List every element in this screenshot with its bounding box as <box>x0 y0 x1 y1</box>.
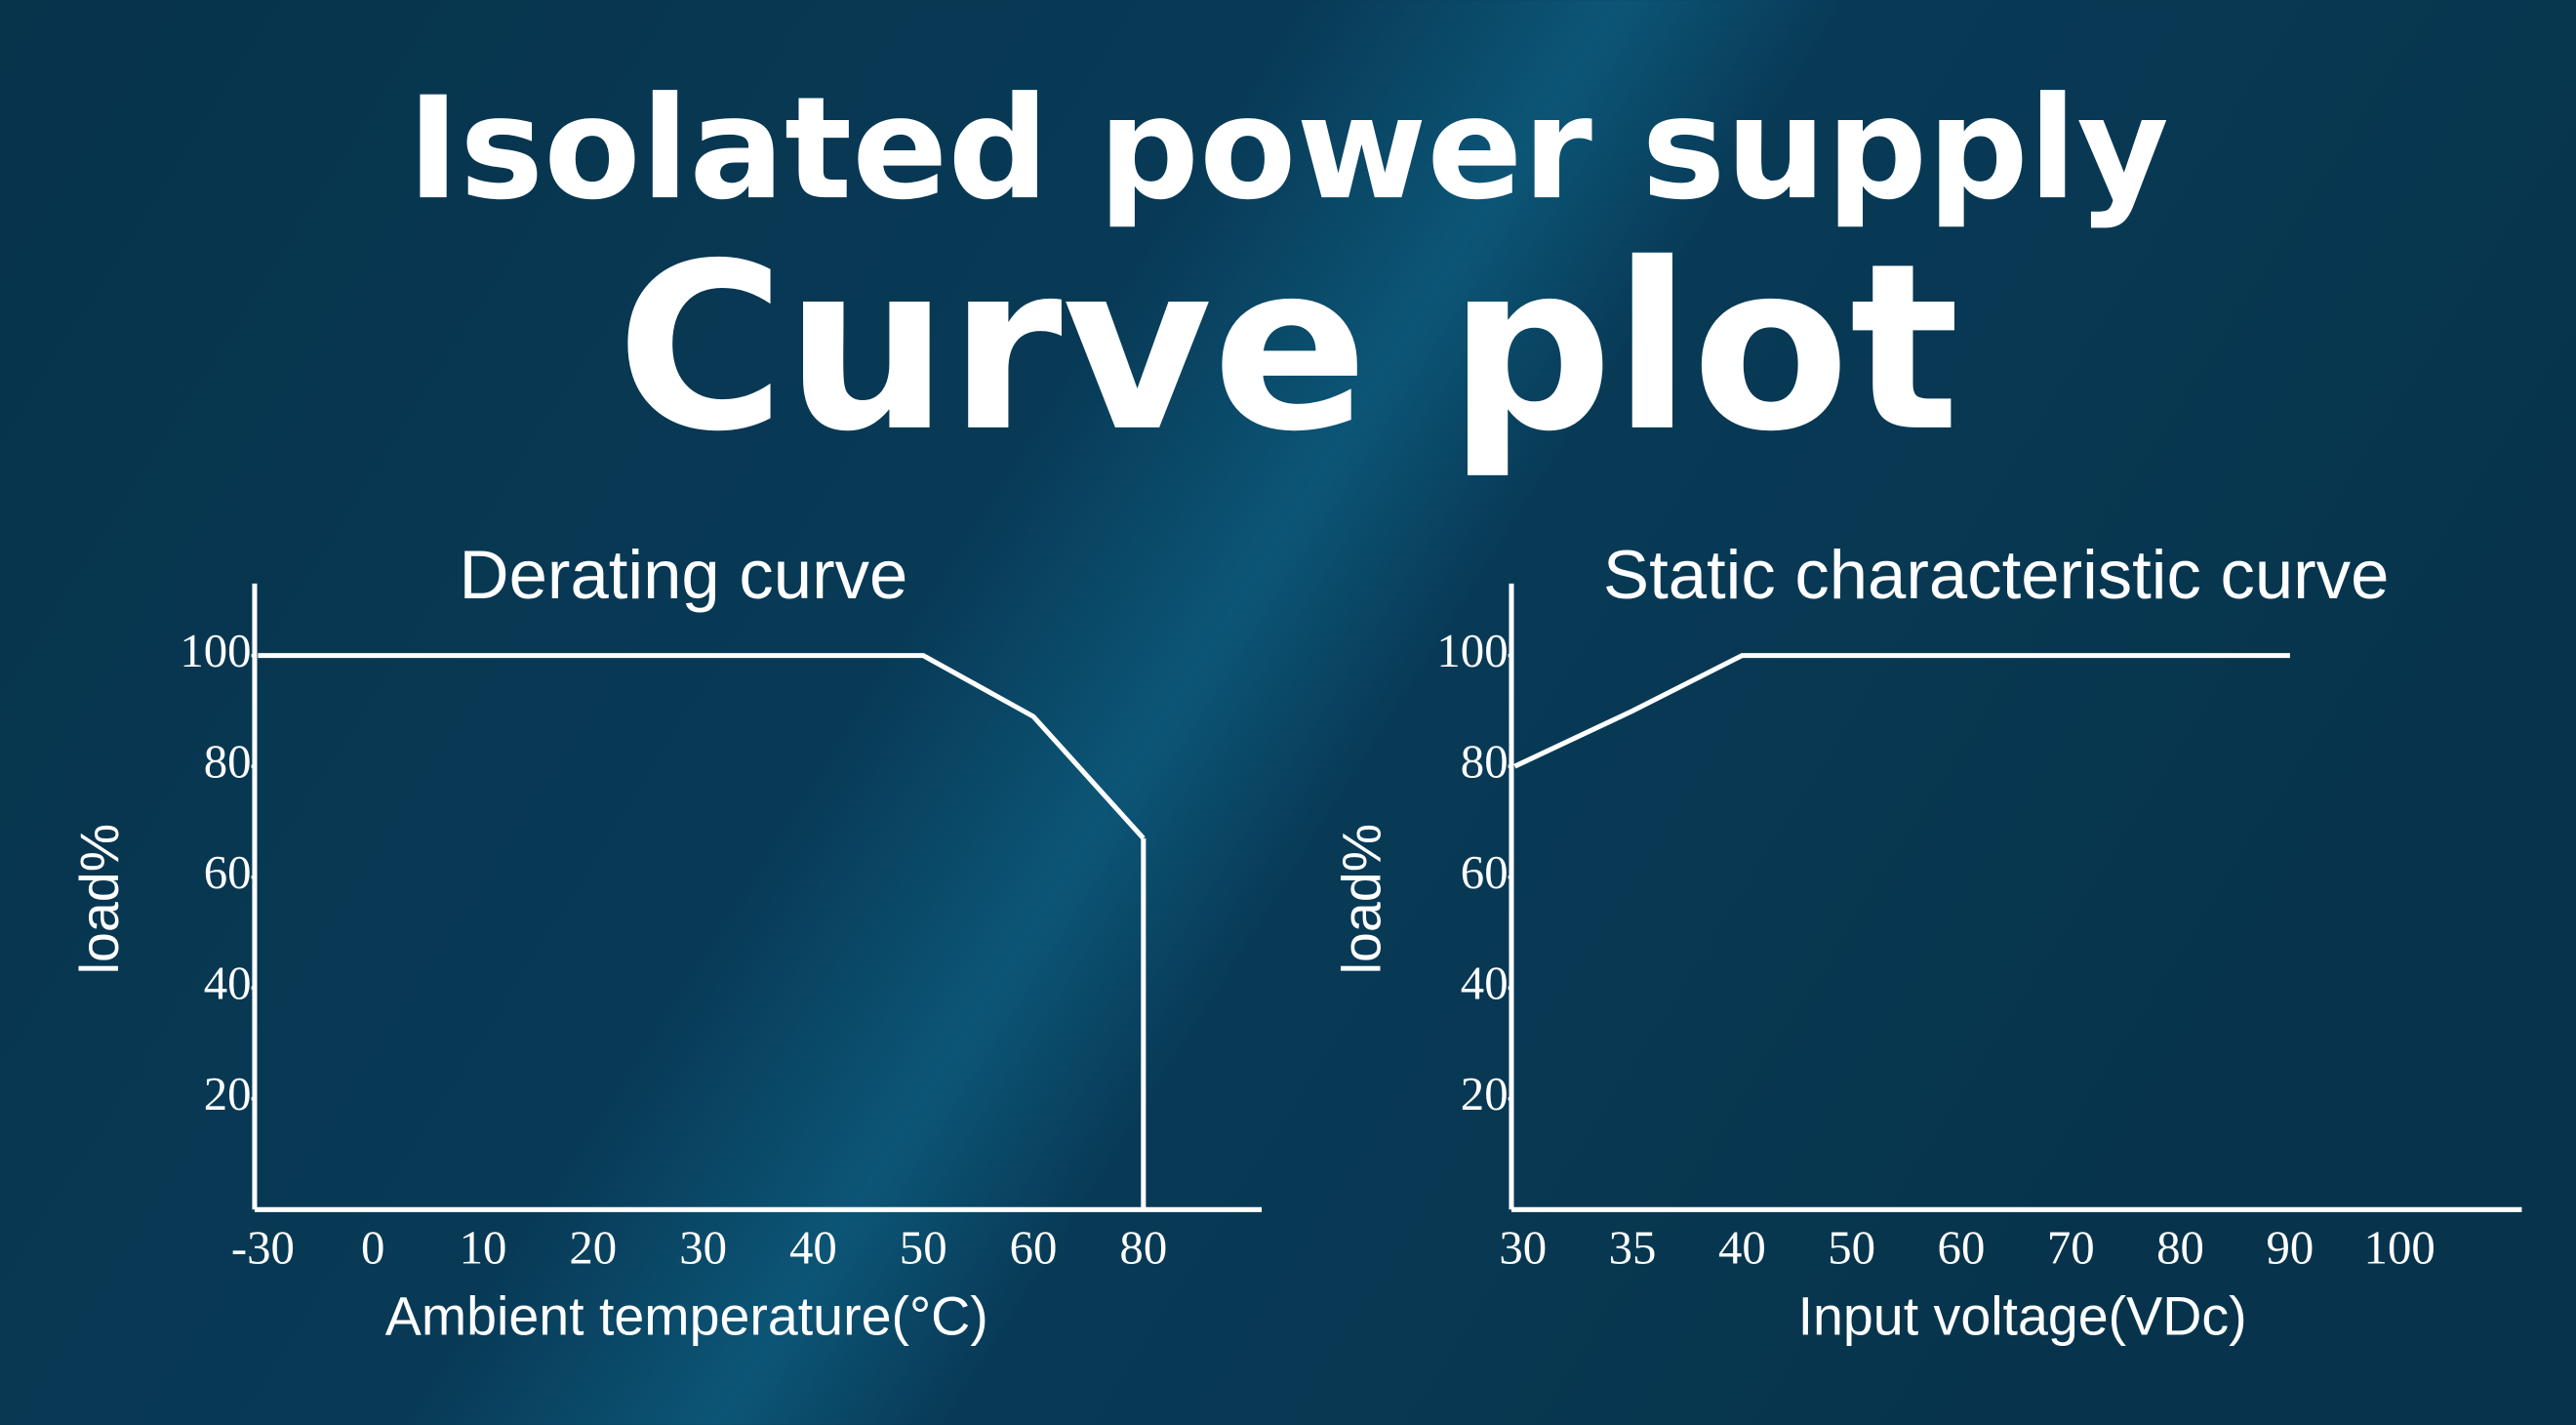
x-tick-label: 20 <box>569 1220 617 1274</box>
x-tick-label: 10 <box>460 1220 507 1274</box>
x-tick-label: 50 <box>1828 1220 1875 1274</box>
y-tick-label: 100 <box>1436 624 1508 677</box>
page-subtitle: Curve plot <box>617 214 1960 482</box>
line-series <box>1513 653 2290 769</box>
page-title: Isolated power supply <box>407 67 2169 231</box>
x-tick-label: 40 <box>1718 1220 1766 1274</box>
y-tick-label: 40 <box>204 956 252 1009</box>
x-tick-label: 50 <box>900 1220 947 1274</box>
x-tick-label: 100 <box>2364 1220 2435 1274</box>
y-tick-label: 100 <box>180 624 251 677</box>
x-tick-label: 80 <box>2156 1220 2204 1274</box>
y-tick-label: 20 <box>204 1067 252 1120</box>
x-axis-label: Ambient temperature(°C) <box>385 1285 988 1346</box>
y-tick-label: 20 <box>1461 1067 1509 1120</box>
y-axis-label: load% <box>69 824 130 974</box>
x-tick-label: 80 <box>1119 1220 1167 1274</box>
x-tick-label: 60 <box>1010 1220 1058 1274</box>
y-tick-label: 80 <box>1461 734 1509 788</box>
x-tick-label: 40 <box>789 1220 837 1274</box>
line-series <box>258 653 1146 840</box>
x-tick-label: 0 <box>361 1220 384 1274</box>
y-tick-label: 40 <box>1461 956 1509 1009</box>
y-axis-label: load% <box>1331 824 1391 974</box>
x-tick-label: 35 <box>1609 1220 1657 1274</box>
y-tick-label: 60 <box>204 845 252 899</box>
y-tick-label: 60 <box>1461 845 1509 899</box>
x-tick-label: 70 <box>2047 1220 2095 1274</box>
x-tick-label: 90 <box>2266 1220 2314 1274</box>
x-tick-label: 30 <box>1499 1220 1547 1274</box>
x-tick-label: 30 <box>679 1220 727 1274</box>
chart-title: Derating curve <box>460 536 908 613</box>
x-tick-label: -30 <box>231 1220 295 1274</box>
y-tick-label: 80 <box>204 734 252 788</box>
x-tick-label: 60 <box>1938 1220 1986 1274</box>
x-axis-label: Input voltage(VDc) <box>1798 1285 2247 1346</box>
chart-title: Static characteristic curve <box>1603 536 2389 613</box>
